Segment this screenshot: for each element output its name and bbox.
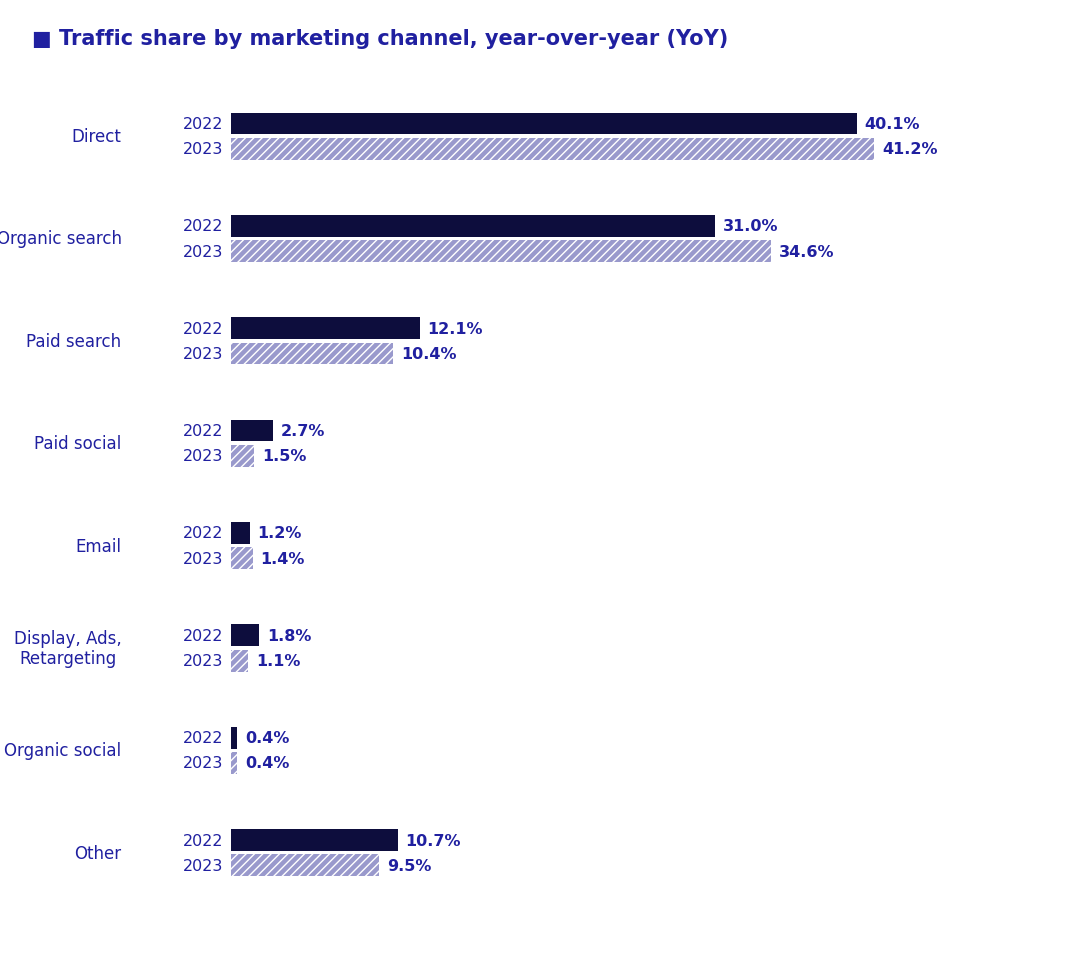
Text: Paid search: Paid search: [27, 333, 122, 351]
Text: 34.6%: 34.6%: [779, 244, 834, 259]
Bar: [231, 241, 771, 263]
Text: Display, Ads,
Retargeting: Display, Ads, Retargeting: [14, 629, 122, 668]
Text: 2023: 2023: [183, 551, 223, 566]
Text: 2.7%: 2.7%: [281, 424, 325, 438]
Text: ■ Traffic share by marketing channel, year-over-year (YoY): ■ Traffic share by marketing channel, ye…: [32, 29, 728, 49]
Bar: [231, 318, 420, 340]
Bar: [231, 343, 393, 365]
Text: 31.0%: 31.0%: [723, 219, 778, 234]
Bar: [231, 650, 247, 672]
Text: 1.1%: 1.1%: [256, 654, 300, 668]
Bar: [231, 420, 273, 442]
Text: 2023: 2023: [183, 244, 223, 259]
Text: 2023: 2023: [183, 654, 223, 668]
Bar: [231, 855, 379, 877]
Text: 2023: 2023: [183, 449, 223, 464]
Bar: [231, 752, 237, 774]
Text: 41.2%: 41.2%: [882, 142, 937, 157]
Text: 1.2%: 1.2%: [257, 526, 301, 541]
Text: 2022: 2022: [183, 628, 223, 643]
Text: 2023: 2023: [183, 142, 223, 157]
Text: 1.8%: 1.8%: [267, 628, 311, 643]
Bar: [231, 522, 250, 544]
Text: 12.1%: 12.1%: [427, 321, 483, 336]
Text: 10.4%: 10.4%: [401, 347, 456, 361]
Text: 2022: 2022: [183, 219, 223, 234]
Text: 2022: 2022: [183, 730, 223, 745]
Text: Direct: Direct: [72, 128, 122, 146]
Text: 2022: 2022: [183, 833, 223, 848]
Bar: [231, 113, 856, 135]
Text: 0.4%: 0.4%: [245, 730, 289, 745]
Text: Organic social: Organic social: [4, 741, 122, 760]
Text: 2022: 2022: [183, 526, 223, 541]
Text: 2022: 2022: [183, 321, 223, 336]
Text: Paid social: Paid social: [34, 435, 122, 453]
Text: 9.5%: 9.5%: [387, 858, 431, 873]
Bar: [231, 625, 259, 646]
Bar: [231, 829, 398, 851]
Text: 10.7%: 10.7%: [406, 833, 462, 848]
Bar: [231, 138, 874, 160]
Bar: [231, 215, 714, 237]
Text: 1.5%: 1.5%: [263, 449, 307, 464]
Bar: [231, 445, 254, 467]
Text: 2023: 2023: [183, 756, 223, 771]
Text: 40.1%: 40.1%: [865, 117, 920, 132]
Text: 2022: 2022: [183, 424, 223, 438]
Text: Email: Email: [75, 537, 122, 555]
Text: 2023: 2023: [183, 858, 223, 873]
Text: 0.4%: 0.4%: [245, 756, 289, 771]
Text: Other: Other: [74, 843, 122, 862]
Text: 1.4%: 1.4%: [260, 551, 305, 566]
Text: Organic search: Organic search: [0, 231, 122, 248]
Bar: [231, 548, 253, 570]
Bar: [231, 727, 237, 749]
Text: 2023: 2023: [183, 347, 223, 361]
Text: 2022: 2022: [183, 117, 223, 132]
